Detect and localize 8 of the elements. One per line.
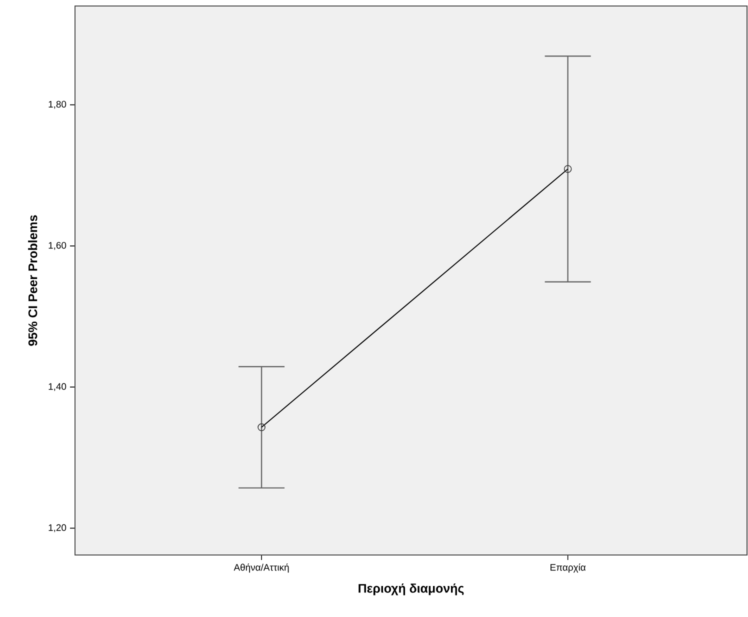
y-tick-label: 1,80 [48,100,66,109]
x-tick-label: Αθήνα/Αττική [234,564,289,573]
y-tick-label: 1,40 [48,383,66,391]
x-axis-title: Περιοχή διαμονής [358,583,464,596]
x-tick-label: Επαρχία [550,564,586,573]
y-tick-label: 1,60 [48,242,66,250]
y-tick-label: 1,20 [48,524,66,532]
y-axis-title: 95% CI Peer Problems [28,215,38,346]
